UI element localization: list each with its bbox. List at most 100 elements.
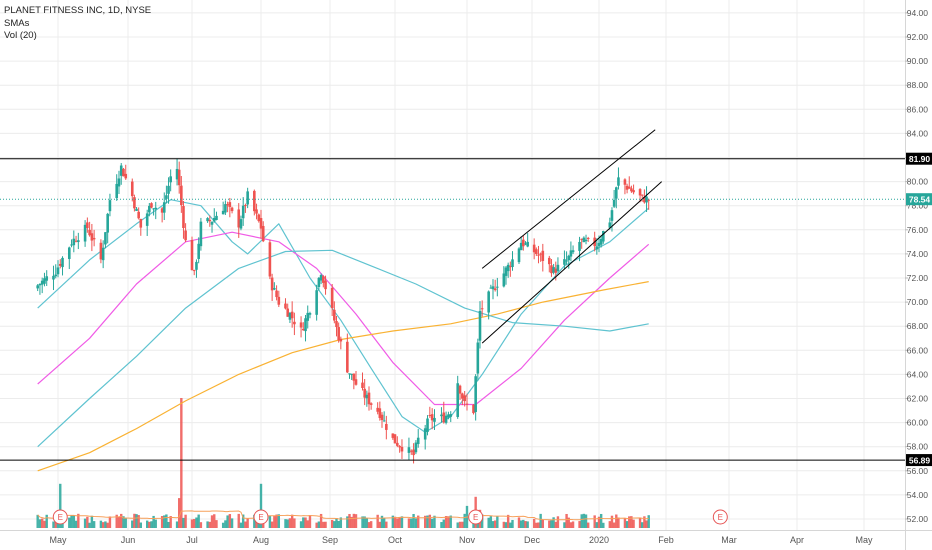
volume-bar — [36, 514, 39, 528]
candle-body — [614, 187, 618, 199]
volume-bar — [365, 518, 369, 528]
candle-body — [54, 274, 58, 277]
candle-body — [472, 404, 475, 414]
volume-bar — [580, 514, 583, 528]
candle-body — [137, 211, 140, 219]
candle-body — [612, 199, 616, 207]
volume-bar — [643, 516, 646, 528]
volume-bar — [426, 515, 429, 528]
volume-bar — [319, 513, 323, 528]
volume-bar — [330, 519, 334, 528]
candle-body — [135, 208, 138, 211]
volume-bar — [90, 515, 94, 528]
volume-bar — [339, 517, 343, 528]
drawings[interactable] — [0, 129, 905, 461]
last-price-badge-bg — [906, 193, 932, 206]
candle-body — [610, 210, 614, 221]
candle-body — [124, 173, 128, 179]
candle-body — [83, 224, 87, 242]
volume-bar — [615, 514, 618, 528]
time-tick-label: 2020 — [589, 535, 609, 545]
candle-body — [623, 179, 627, 185]
price-tick-label: 66.00 — [907, 345, 929, 355]
volume-bar — [569, 522, 573, 528]
candle-body — [182, 206, 185, 229]
candle-body — [259, 217, 263, 229]
volume-bar — [582, 513, 586, 528]
volume-bar — [541, 519, 545, 528]
volume-bar — [106, 522, 109, 528]
candle-body — [400, 446, 404, 452]
candle-body — [643, 196, 646, 203]
volume-bar — [352, 513, 356, 528]
volume-bar — [124, 517, 127, 528]
candle-body — [504, 267, 508, 276]
candlesticks — [36, 158, 651, 464]
volume-bar — [647, 515, 650, 528]
candle-body — [152, 208, 155, 210]
candle-body — [208, 219, 212, 222]
volume-bar — [284, 519, 287, 528]
candle-body — [130, 181, 134, 197]
candle-body — [319, 275, 323, 281]
volume-bar — [241, 514, 245, 528]
volume-bar — [526, 521, 529, 528]
candle-body — [361, 382, 364, 388]
candle-body — [286, 308, 290, 317]
volume-bar — [184, 514, 187, 528]
candle-body — [442, 412, 446, 423]
candle-body — [99, 242, 103, 260]
candle-body — [354, 379, 358, 385]
volume-bar — [504, 522, 508, 528]
volume-bar — [306, 520, 309, 528]
candle-body — [563, 259, 566, 265]
volume-bar — [376, 514, 379, 528]
volume-bar — [40, 518, 44, 528]
candle-body — [552, 267, 555, 273]
candle-body — [255, 209, 258, 214]
candle-body — [244, 205, 247, 207]
candle-body — [180, 185, 183, 206]
time-tick-label: Aug — [253, 535, 269, 545]
candle-body — [524, 243, 527, 245]
time-axis[interactable]: May Jun Jul Aug Sep Oct Nov Dec 2020 Feb Mar Apr May — [49, 535, 873, 545]
symbol-title[interactable]: PLANET FITNESS INC, 1D, NYSE — [4, 5, 152, 16]
volume-bar — [122, 516, 125, 528]
price-axis[interactable]: 52.00 54.00 56.00 58.00 60.00 62.00 64.00 66.00… — [905, 8, 932, 524]
volume-bar — [54, 519, 57, 528]
candle-body — [440, 414, 443, 417]
volume-bar — [178, 498, 181, 528]
volume-bar — [259, 483, 263, 528]
candle-body — [306, 312, 310, 321]
price-tick-label: 54.00 — [907, 490, 929, 500]
volume-bar — [317, 521, 321, 528]
candle-body — [569, 250, 573, 257]
volume-bar — [442, 519, 445, 528]
volume-bar — [163, 515, 166, 528]
price-tick-label: 86.00 — [907, 104, 929, 114]
volume-bar — [489, 516, 493, 528]
volume-bar — [52, 521, 55, 528]
candle-body — [165, 195, 168, 199]
volume-bar — [195, 517, 198, 528]
volume-bar — [595, 522, 599, 528]
candle-body — [226, 204, 229, 206]
candle-body — [190, 240, 194, 271]
candle-body — [595, 246, 599, 250]
volume-bar — [108, 516, 112, 528]
candle-body — [122, 168, 125, 177]
volume-bar — [369, 521, 373, 528]
time-tick-label: Mar — [721, 535, 737, 545]
sma-legend[interactable]: SMAs — [4, 17, 30, 29]
price-tick-label: 70.00 — [907, 297, 929, 307]
candle-body — [253, 190, 256, 212]
volume-legend[interactable]: Vol (20) — [4, 30, 37, 41]
volume-bar — [160, 516, 164, 528]
candle-body — [317, 277, 321, 287]
earnings-icon-label: E — [473, 513, 478, 522]
candle-body — [206, 218, 209, 222]
volume-bar — [150, 521, 153, 528]
candle-body — [586, 237, 590, 239]
